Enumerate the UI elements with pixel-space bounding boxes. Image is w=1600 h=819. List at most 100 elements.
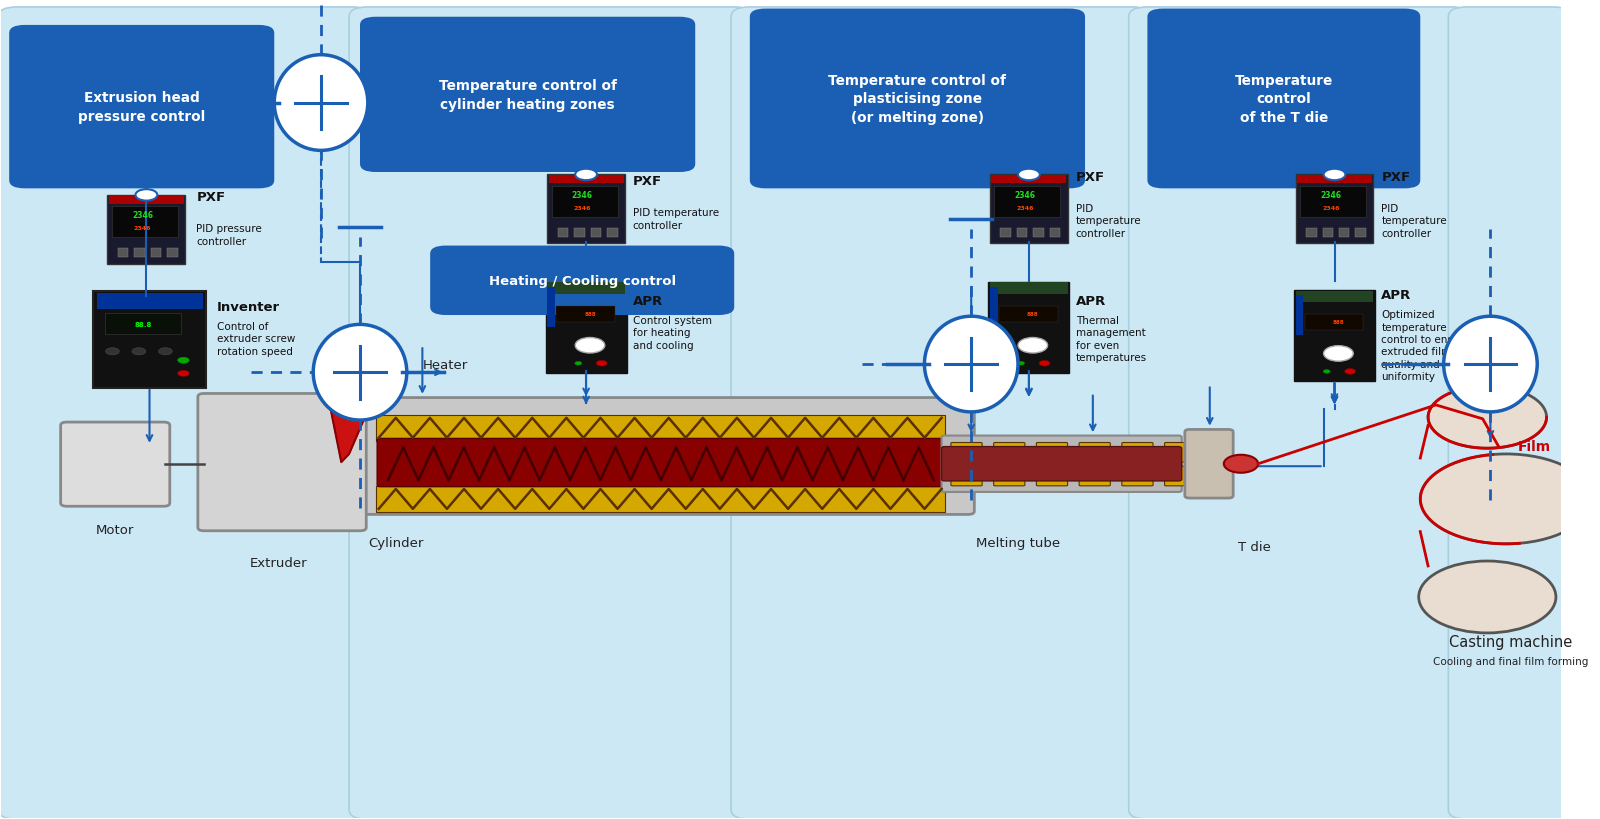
Circle shape <box>574 170 597 181</box>
Text: 2346: 2346 <box>1014 190 1035 199</box>
Text: Control of
extruder screw
rotation speed: Control of extruder screw rotation speed <box>216 321 294 356</box>
Text: Heating / Cooling control: Heating / Cooling control <box>488 274 675 287</box>
FancyBboxPatch shape <box>1186 430 1234 499</box>
Text: 2346: 2346 <box>133 210 154 219</box>
FancyBboxPatch shape <box>1122 467 1154 486</box>
FancyBboxPatch shape <box>362 398 974 515</box>
Text: PID temperature
controller: PID temperature controller <box>634 208 718 230</box>
Circle shape <box>106 348 120 355</box>
Text: APR: APR <box>1381 289 1411 301</box>
FancyBboxPatch shape <box>1448 8 1571 819</box>
Circle shape <box>1419 561 1555 633</box>
FancyBboxPatch shape <box>552 187 618 218</box>
Text: Extruder: Extruder <box>250 556 307 569</box>
FancyBboxPatch shape <box>360 18 696 173</box>
FancyBboxPatch shape <box>995 187 1061 218</box>
Circle shape <box>178 358 189 364</box>
Circle shape <box>136 190 157 201</box>
Text: Temperature control of
cylinder heating zones: Temperature control of cylinder heating … <box>438 79 616 111</box>
FancyBboxPatch shape <box>558 229 568 238</box>
FancyBboxPatch shape <box>430 247 734 315</box>
Text: PXF: PXF <box>197 191 226 204</box>
FancyBboxPatch shape <box>950 467 982 486</box>
FancyBboxPatch shape <box>1296 175 1373 244</box>
Text: T die: T die <box>1238 540 1270 553</box>
Circle shape <box>1038 361 1050 367</box>
FancyBboxPatch shape <box>112 207 178 238</box>
FancyBboxPatch shape <box>1018 229 1027 238</box>
FancyBboxPatch shape <box>118 249 128 258</box>
FancyBboxPatch shape <box>376 415 944 441</box>
FancyBboxPatch shape <box>134 249 146 258</box>
FancyBboxPatch shape <box>1306 229 1317 238</box>
Ellipse shape <box>274 56 368 152</box>
Ellipse shape <box>314 325 406 420</box>
FancyBboxPatch shape <box>547 283 626 295</box>
Text: Optimized
temperature
control to ensure
extruded film
quality and
uniformity: Optimized temperature control to ensure … <box>1381 310 1470 382</box>
Text: 88.8: 88.8 <box>134 321 152 327</box>
Circle shape <box>597 361 606 367</box>
Text: 2346: 2346 <box>1322 206 1339 210</box>
FancyBboxPatch shape <box>606 229 618 238</box>
FancyBboxPatch shape <box>1301 187 1366 218</box>
Circle shape <box>1018 338 1048 354</box>
FancyBboxPatch shape <box>106 314 181 334</box>
FancyBboxPatch shape <box>1037 467 1067 486</box>
FancyBboxPatch shape <box>1000 229 1011 238</box>
FancyBboxPatch shape <box>1165 443 1195 463</box>
Circle shape <box>574 362 582 365</box>
Text: Temperature control of
plasticising zone
(or melting zone): Temperature control of plasticising zone… <box>829 74 1006 125</box>
FancyBboxPatch shape <box>941 436 1182 492</box>
Text: Inventer: Inventer <box>216 301 280 313</box>
Circle shape <box>1344 369 1355 375</box>
Circle shape <box>178 371 189 377</box>
FancyBboxPatch shape <box>107 196 186 265</box>
FancyBboxPatch shape <box>590 229 602 238</box>
FancyBboxPatch shape <box>1296 296 1304 336</box>
FancyBboxPatch shape <box>1078 467 1110 486</box>
FancyBboxPatch shape <box>349 8 754 819</box>
FancyBboxPatch shape <box>992 176 1066 184</box>
Text: PID
temperature
controller: PID temperature controller <box>1381 204 1446 238</box>
FancyBboxPatch shape <box>150 249 162 258</box>
FancyBboxPatch shape <box>990 283 1067 295</box>
Polygon shape <box>326 385 376 463</box>
FancyBboxPatch shape <box>557 306 614 323</box>
FancyBboxPatch shape <box>1355 229 1366 238</box>
Text: 888: 888 <box>584 312 595 317</box>
FancyBboxPatch shape <box>10 26 274 189</box>
Circle shape <box>1018 362 1024 365</box>
Text: Motor: Motor <box>96 524 134 536</box>
FancyBboxPatch shape <box>750 10 1085 189</box>
FancyBboxPatch shape <box>1294 290 1374 382</box>
Text: APR: APR <box>1075 295 1106 307</box>
Text: 2346: 2346 <box>571 190 594 199</box>
Circle shape <box>1323 170 1346 181</box>
FancyBboxPatch shape <box>109 197 184 205</box>
Circle shape <box>1323 346 1354 362</box>
Text: Heater: Heater <box>422 358 467 371</box>
Ellipse shape <box>925 317 1018 413</box>
FancyBboxPatch shape <box>1339 229 1349 238</box>
Circle shape <box>1323 370 1330 373</box>
FancyBboxPatch shape <box>1323 229 1333 238</box>
FancyBboxPatch shape <box>990 287 998 328</box>
FancyBboxPatch shape <box>547 287 555 328</box>
Circle shape <box>1421 455 1592 544</box>
FancyBboxPatch shape <box>990 175 1067 244</box>
Text: PID
temperature
controller: PID temperature controller <box>1075 204 1141 238</box>
FancyBboxPatch shape <box>1078 443 1110 463</box>
FancyBboxPatch shape <box>1147 10 1421 189</box>
Text: Film: Film <box>1518 439 1552 453</box>
FancyBboxPatch shape <box>61 423 170 507</box>
Text: PXF: PXF <box>1381 170 1411 183</box>
FancyBboxPatch shape <box>546 283 627 373</box>
FancyBboxPatch shape <box>168 249 178 258</box>
FancyBboxPatch shape <box>547 175 626 244</box>
Text: 2346: 2346 <box>1320 190 1341 199</box>
FancyBboxPatch shape <box>941 447 1182 482</box>
FancyBboxPatch shape <box>1298 176 1371 184</box>
FancyBboxPatch shape <box>1000 306 1058 323</box>
FancyBboxPatch shape <box>1128 8 1470 819</box>
Text: Casting machine: Casting machine <box>1450 635 1573 649</box>
